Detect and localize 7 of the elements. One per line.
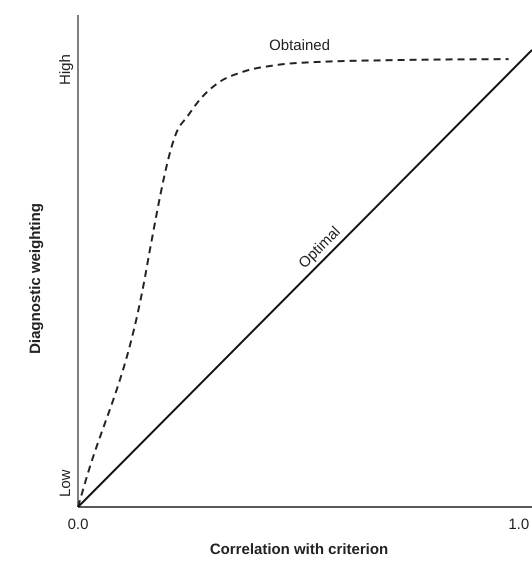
x-axis-title: Correlation with criterion [210,541,388,558]
text: Low [57,469,74,497]
text: High [57,54,74,85]
x-tick-label: 0.0 [68,516,88,533]
series-label: Obtained [269,36,330,54]
y-axis-title: Diagnostic weighting [27,203,44,354]
x-tick-label: 1.0 [508,516,530,533]
